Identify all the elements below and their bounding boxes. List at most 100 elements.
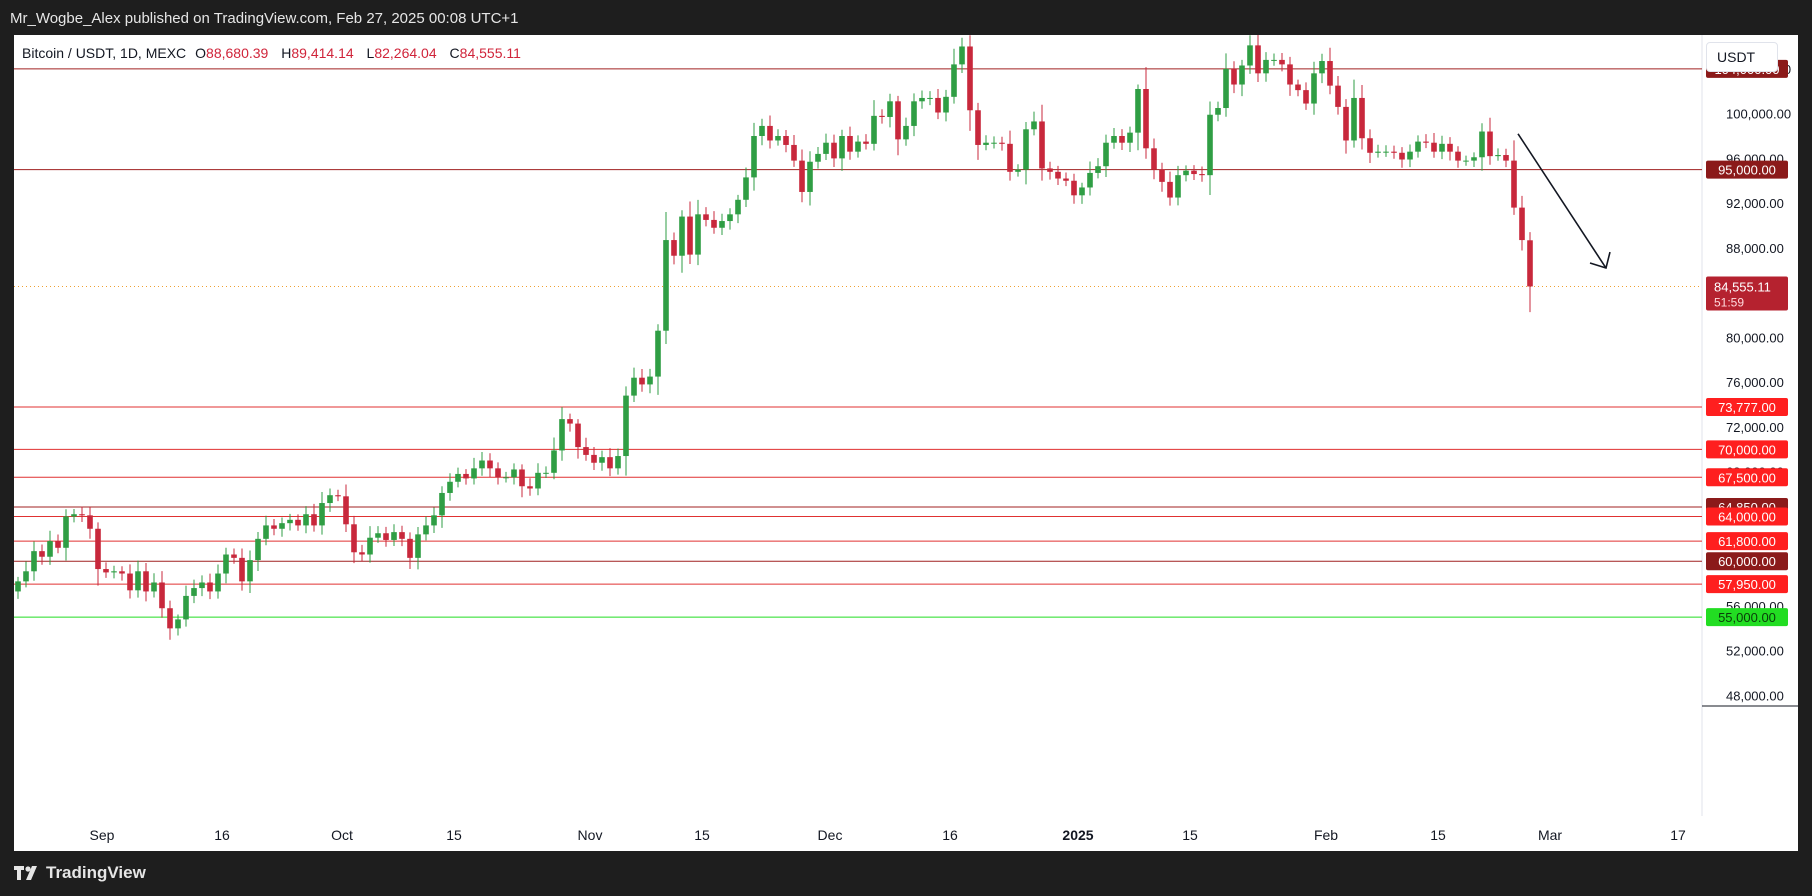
price-level-badge-label: 70,000.00 <box>1718 442 1776 457</box>
tradingview-logo[interactable]: TradingView <box>14 863 146 883</box>
current-price-badge <box>1706 276 1788 311</box>
candle-body <box>175 619 181 629</box>
candle-body <box>1335 85 1341 107</box>
candle-body <box>535 472 541 489</box>
candle-body <box>287 519 293 524</box>
candle-body <box>543 472 549 474</box>
x-tick-label: 17 <box>1670 827 1686 843</box>
candle-body <box>511 469 517 478</box>
candle-body <box>1319 61 1325 74</box>
candle-body <box>183 595 189 620</box>
candle-body <box>23 571 29 582</box>
candle-body <box>1359 97 1365 139</box>
tradingview-icon <box>14 866 37 880</box>
candle-body <box>1391 151 1397 153</box>
candle-body <box>1487 131 1493 157</box>
candle-body <box>55 541 61 548</box>
candle-body <box>1303 90 1309 104</box>
candle-body <box>31 551 37 572</box>
candle-body <box>647 376 653 385</box>
candle-body <box>863 141 869 144</box>
publisher-bar: Mr_Wogbe_Alex published on TradingView.c… <box>0 0 1812 35</box>
candle-body <box>959 46 965 65</box>
x-tick-label: 15 <box>694 827 710 843</box>
current-price-label: 84,555.11 <box>1714 279 1771 294</box>
candle-body <box>551 450 557 473</box>
candle-body <box>495 468 501 478</box>
candle-body <box>1399 152 1405 160</box>
candle-body <box>423 525 429 535</box>
candle-body <box>1383 151 1389 153</box>
candle-body <box>1295 84 1301 91</box>
candle-body <box>223 554 229 574</box>
open-value: 88,680.39 <box>206 45 269 61</box>
candle-body <box>1151 148 1157 170</box>
candle-body <box>399 532 405 539</box>
price-level-badge-label: 57,950.00 <box>1718 577 1776 592</box>
candle-body <box>1527 240 1533 287</box>
candle-body <box>527 486 533 489</box>
x-tick-label: 15 <box>1182 827 1198 843</box>
candle-body <box>383 533 389 540</box>
x-tick-label: Feb <box>1314 827 1338 843</box>
candle-body <box>1095 166 1101 173</box>
candle-body <box>727 214 733 222</box>
candle-body <box>735 199 741 215</box>
candle-body <box>127 573 133 591</box>
candle-body <box>1503 155 1509 161</box>
currency-button[interactable]: USDT <box>1706 42 1778 72</box>
symbol-title: Bitcoin / USDT, 1D, MEXC <box>22 45 187 61</box>
candle-body <box>1375 151 1381 153</box>
candle-body <box>695 214 701 255</box>
candle-body <box>991 142 997 144</box>
y-tick-label: 76,000.00 <box>1726 375 1784 390</box>
candle-body <box>1143 89 1149 149</box>
y-tick-label: 88,000.00 <box>1726 241 1784 256</box>
candle-body <box>1127 132 1133 143</box>
candle-body <box>607 457 613 469</box>
candle-body <box>815 153 821 162</box>
candle-body <box>887 101 893 117</box>
price-level-badge <box>1706 608 1788 627</box>
candle-body <box>343 496 349 525</box>
candle-body <box>215 573 221 592</box>
candle-body <box>839 136 845 159</box>
candle-body <box>1167 181 1173 198</box>
candle-body <box>1159 169 1165 182</box>
candle-body <box>95 528 101 570</box>
candle-body <box>1247 45 1253 66</box>
candle-body <box>759 125 765 136</box>
price-level-badge <box>1706 575 1788 594</box>
candle-body <box>1263 59 1269 74</box>
candle-body <box>335 495 341 497</box>
candle-body <box>327 495 333 504</box>
price-chart[interactable]: 48,000.0052,000.0056,000.0060,000.0064,0… <box>14 35 1798 851</box>
candle-body <box>855 141 861 152</box>
candle-body <box>927 97 933 99</box>
candle-body <box>47 541 53 557</box>
candle-body <box>407 538 413 558</box>
chart-panel[interactable]: 48,000.0052,000.0056,000.0060,000.0064,0… <box>14 35 1798 851</box>
candle-body <box>431 515 437 526</box>
y-tick-label: 72,000.00 <box>1726 420 1784 435</box>
candle-body <box>591 454 597 463</box>
price-level-badge-label: 67,500.00 <box>1718 470 1776 485</box>
price-level-badge <box>1706 552 1788 571</box>
candle-body <box>631 377 637 396</box>
candle-body <box>751 136 757 178</box>
candle-body <box>1071 180 1077 196</box>
candle-body <box>879 115 885 117</box>
candle-body <box>903 125 909 140</box>
candle-body <box>687 216 693 255</box>
candle-body <box>791 144 797 161</box>
candle-body <box>191 588 197 596</box>
candle-body <box>1415 141 1421 152</box>
candle-body <box>1279 59 1285 65</box>
candle-body <box>151 582 157 592</box>
candle-body <box>295 519 301 526</box>
candle-body <box>1511 160 1517 208</box>
x-tick-label: 2025 <box>1062 827 1093 843</box>
candle-body <box>79 514 85 516</box>
candle-body <box>1015 169 1021 172</box>
candle-body <box>783 136 789 145</box>
